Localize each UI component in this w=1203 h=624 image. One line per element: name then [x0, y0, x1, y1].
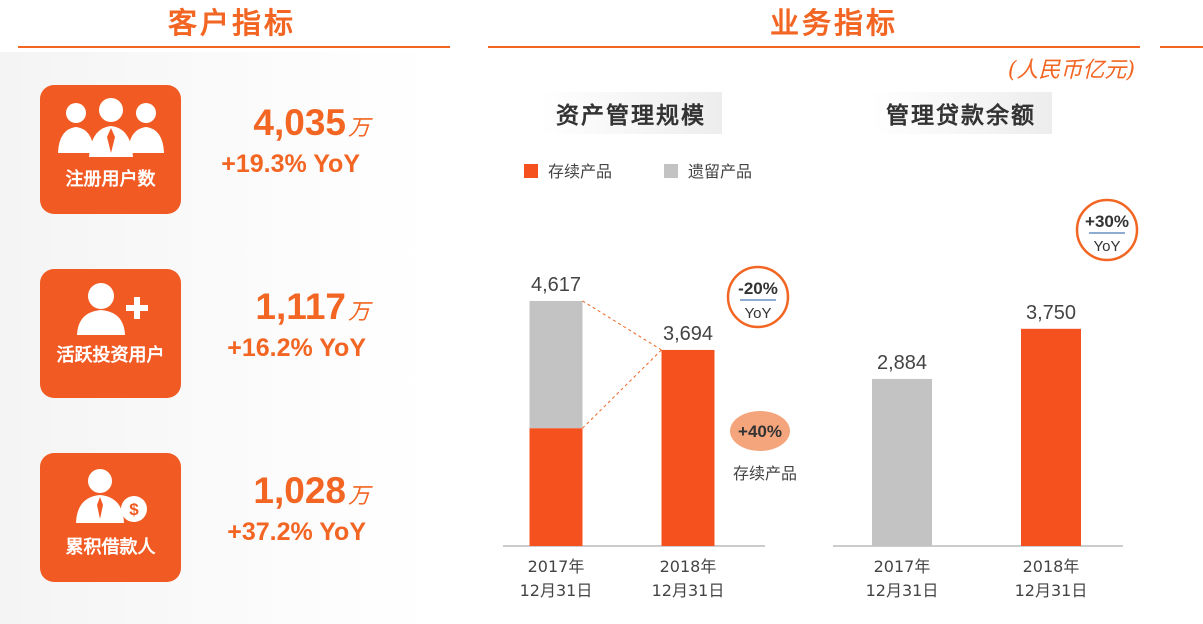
- aum-bar-continuing: [661, 349, 715, 546]
- legend-swatch-gray: [664, 164, 678, 178]
- aum-category-label: 12月31日: [652, 581, 725, 600]
- metric-yoy: +16.2% YoY: [227, 334, 366, 362]
- aum-growth-pill-text: +40%: [738, 422, 782, 441]
- loan-yoy-badge-sub: YoY: [1094, 238, 1121, 255]
- metric-label: 活跃投资用户: [56, 345, 165, 366]
- unit-label: (人民币亿元): [1007, 58, 1135, 83]
- loan-value-label: 2,884: [877, 352, 927, 374]
- loan-yoy-badge-circle: [1075, 198, 1139, 262]
- loan-bar: [872, 378, 932, 546]
- loan-bar: [1021, 328, 1081, 546]
- aum-growth-note: 存续产品: [733, 464, 797, 483]
- legend-label: 遗留产品: [688, 162, 753, 181]
- users-group-icon: [58, 98, 164, 157]
- divider-right: [488, 46, 1140, 48]
- legend-legacy: 遗留产品: [664, 158, 752, 182]
- aum-growth-pill: [730, 411, 790, 451]
- aum-yoy-badge-circle: [726, 265, 790, 329]
- section-title-customer: 客户指标: [168, 6, 297, 40]
- aum-total-label: 3,694: [663, 323, 713, 345]
- divider-right-tail: [1160, 46, 1203, 48]
- loan-chart-title: 管理贷款余额: [870, 92, 1052, 134]
- borrower-dollar-icon: $: [76, 469, 147, 523]
- aum-bar-legacy: [529, 300, 583, 429]
- loan-category-label: 12月31日: [1015, 581, 1088, 600]
- aum-category-label: 2018年: [660, 557, 717, 576]
- metric-label: 累积借款人: [65, 537, 156, 558]
- legend-label: 存续产品: [548, 162, 613, 181]
- svg-text:$: $: [129, 500, 139, 519]
- borrowers-tile: $ 累积借款人: [40, 453, 181, 582]
- aum-yoy-badge-main: -20%: [738, 279, 778, 298]
- aum-bar-continuing: [529, 428, 583, 546]
- aum-chart-title: 资产管理规模: [540, 92, 722, 134]
- loan-category-label: 2018年: [1023, 557, 1080, 576]
- legend-swatch-orange: [524, 164, 538, 178]
- registered-users-tile: 注册用户数: [40, 85, 181, 214]
- aum-connector-total: [582, 300, 662, 351]
- section-title-business: 业务指标: [770, 6, 899, 40]
- aum-yoy-badge-sub: YoY: [745, 305, 772, 322]
- add-user-icon: [77, 283, 148, 335]
- aum-total-label: 4,617: [531, 274, 581, 296]
- divider-left: [18, 46, 450, 48]
- loan-yoy-badge-main: +30%: [1085, 212, 1129, 231]
- loan-value-label: 3,750: [1026, 302, 1076, 324]
- legend-continuing: 存续产品: [524, 158, 612, 182]
- metric-label: 注册用户数: [65, 169, 156, 190]
- metric-value: 4,035万: [253, 102, 370, 143]
- aum-category-label: 12月31日: [520, 581, 593, 600]
- loan-category-label: 12月31日: [866, 581, 939, 600]
- active-investors-tile: 活跃投资用户: [40, 269, 181, 398]
- aum-category-label: 2017年: [528, 557, 585, 576]
- metric-yoy: +19.3% YoY: [221, 150, 360, 178]
- metric-value: 1,028万: [253, 470, 370, 511]
- metric-yoy: +37.2% YoY: [227, 518, 366, 546]
- aum-connector-continuing: [582, 349, 662, 429]
- loan-category-label: 2017年: [874, 557, 931, 576]
- metric-value: 1,117万: [255, 286, 370, 327]
